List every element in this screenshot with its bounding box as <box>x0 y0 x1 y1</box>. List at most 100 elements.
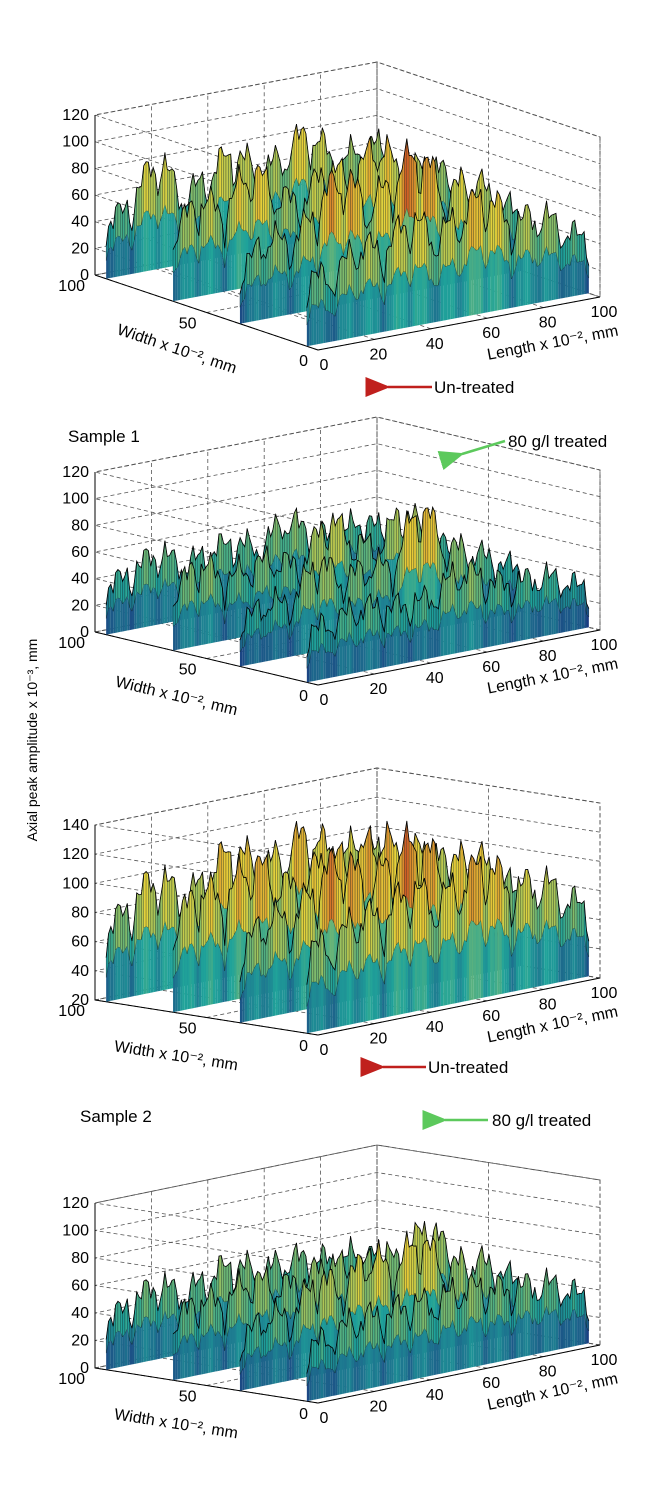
surface-cap <box>372 247 376 287</box>
z-tick-label: 40 <box>71 571 89 588</box>
surface-cap <box>322 127 325 182</box>
surface-cap <box>279 914 283 962</box>
surface-cap <box>231 881 235 939</box>
surface-cap <box>403 894 406 950</box>
y-tick-label: 100 <box>58 278 85 295</box>
y-tick-label: 100 <box>58 1371 85 1388</box>
surface-cap <box>270 241 273 280</box>
surface-cap <box>363 540 366 576</box>
surface-cap <box>305 571 309 609</box>
surface-cap <box>201 204 204 249</box>
surface-cap <box>400 894 404 954</box>
surface-cap <box>263 614 266 637</box>
surface-cap <box>425 1240 429 1292</box>
surface-cap <box>460 840 464 908</box>
surface-cap <box>339 1250 343 1297</box>
surface-cap <box>367 897 371 957</box>
surface-cap <box>341 924 345 972</box>
surface-cap <box>269 566 272 599</box>
x-tick-label: 80 <box>539 1364 557 1381</box>
surface-cap <box>145 871 149 928</box>
surface-cap <box>268 608 271 634</box>
surface-cap <box>307 1288 311 1330</box>
surface-cap <box>285 1273 289 1313</box>
x-tick-label: 100 <box>591 637 618 654</box>
surface-cap <box>537 904 540 945</box>
surface-cap <box>341 255 345 295</box>
surface-cap <box>386 914 390 965</box>
surface-cap <box>350 564 353 603</box>
surface-cap <box>223 1265 227 1303</box>
surface-cap <box>471 854 474 923</box>
surface-cap <box>117 1301 121 1333</box>
surface-cap <box>143 161 147 214</box>
surface-cap <box>218 841 222 906</box>
surface-cap <box>443 881 446 942</box>
surface-cap <box>447 886 451 940</box>
z-gridline <box>94 1144 601 1239</box>
surface-cap <box>344 1323 347 1357</box>
surface-cap <box>428 910 432 957</box>
z-tick-label: 40 <box>71 1305 89 1322</box>
surface-cap <box>399 169 403 229</box>
surface-cap <box>182 204 185 251</box>
surface-cap <box>490 868 493 927</box>
surface-ridge <box>239 505 523 641</box>
length-axis <box>317 629 601 686</box>
surface-cap <box>218 1255 222 1297</box>
surface-cap <box>579 902 582 938</box>
surface-cap <box>417 600 420 629</box>
surface-cap <box>432 838 436 907</box>
x-tick-label: 20 <box>370 1031 388 1048</box>
surface-cap <box>428 241 432 281</box>
surface-cap <box>548 214 552 256</box>
surface-cap <box>475 1286 479 1323</box>
surface-cap <box>171 1279 175 1315</box>
z-tick-label: 60 <box>71 187 89 204</box>
treated-label-1: 80 g/l treated <box>508 432 607 451</box>
surface-cap <box>380 561 384 599</box>
surface-cap <box>499 194 503 252</box>
surface-cap <box>296 913 299 961</box>
surface-cap <box>391 1252 395 1293</box>
surface-cap <box>339 924 343 974</box>
surface-cap <box>356 1334 359 1363</box>
surface-cap <box>292 1275 296 1313</box>
surface-cap <box>386 605 390 634</box>
x-tick-label: 0 <box>320 692 329 709</box>
surface-cap <box>167 1285 170 1319</box>
surface-cap <box>205 886 209 944</box>
surface-cap <box>307 218 311 263</box>
surface-cap <box>311 270 315 306</box>
surface-cap <box>260 938 264 977</box>
surface-cap <box>419 885 423 944</box>
surface-cap <box>263 253 266 286</box>
x-tick-label: 100 <box>591 1352 618 1369</box>
surface-cap <box>313 940 317 983</box>
surface-cap <box>537 1299 540 1325</box>
surface-cap <box>357 1254 360 1306</box>
ylabel: Width x 10⁻², mm <box>115 322 239 378</box>
surface-cap <box>242 542 245 575</box>
ylabel: Width x 10⁻², mm <box>113 1038 239 1074</box>
surface-cap <box>435 924 439 964</box>
treated-arrow-1 <box>437 439 506 471</box>
surface-ridge <box>239 1230 523 1362</box>
surface-cap <box>335 519 338 569</box>
surface-cap <box>548 574 552 605</box>
surface-cap <box>372 914 376 963</box>
surface-cap <box>228 538 231 574</box>
surface-cap <box>572 1278 575 1311</box>
surface-cap <box>473 858 477 926</box>
surface-cap <box>316 941 319 985</box>
surface-cap <box>313 625 317 652</box>
z-tick-label: 80 <box>71 160 89 177</box>
surface-cap <box>473 192 477 251</box>
surface-cap <box>189 562 192 603</box>
z-tick-label: 20 <box>71 597 89 614</box>
surface-cap <box>385 1258 389 1308</box>
surface-cap <box>457 239 460 277</box>
surface-cap <box>285 871 289 926</box>
surface-ridge <box>306 1267 590 1374</box>
